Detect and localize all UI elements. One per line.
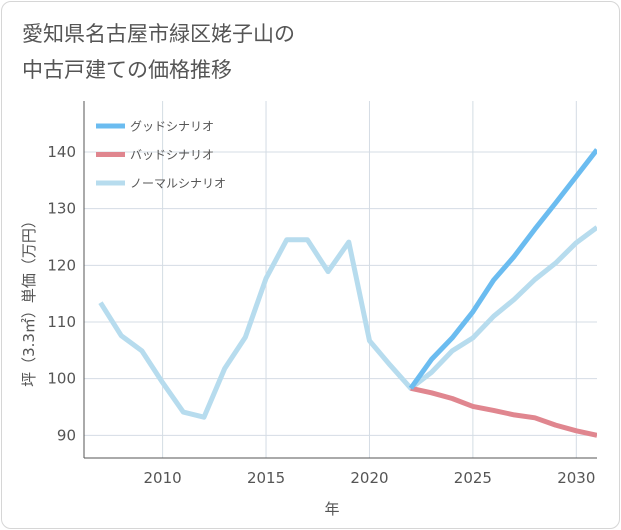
x-axis-label: 年	[324, 500, 339, 518]
x-tick-label: 2030	[557, 469, 595, 487]
x-tick-label: 2025	[454, 469, 492, 487]
chart-title-line-1: 愛知県名古屋市緑区姥子山の	[22, 22, 295, 46]
grid-lines	[84, 101, 597, 458]
legend-label: ノーマルシナリオ	[130, 177, 226, 191]
y-tick-label: 130	[47, 200, 76, 218]
plot-area	[84, 101, 597, 458]
legend-good-scenario: グッドシナリオ	[96, 120, 214, 134]
y-tick-label: 140	[47, 143, 76, 161]
y-tick-label: 120	[47, 256, 76, 274]
legend-bad-scenario: バッドシナリオ	[96, 148, 214, 162]
y-tick-label: 110	[47, 313, 76, 331]
axes: 2010 2015 2020 2025 2030 90 100 110 120 130 140	[47, 101, 597, 487]
chart-title: 愛知県名古屋市緑区姥子山の 中古戸建ての価格推移	[22, 16, 295, 88]
x-tick-label: 2015	[247, 469, 285, 487]
x-tick-label: 2010	[144, 469, 182, 487]
series-lines	[98, 148, 597, 438]
y-tick-label: 90	[57, 426, 76, 444]
x-tick-label: 2020	[350, 469, 388, 487]
normal-scenario-line	[98, 225, 597, 420]
legend-label: グッドシナリオ	[130, 120, 214, 134]
y-tick-label: 100	[47, 370, 76, 388]
y-axis-label: 坪（3.3㎡）単価（万円）	[20, 213, 38, 387]
chart-title-line-2: 中古戸建ての価格推移	[22, 58, 232, 82]
legend-normal-scenario: ノーマルシナリオ	[96, 177, 226, 191]
bad-scenario-line	[410, 385, 597, 438]
legend-label: バッドシナリオ	[130, 148, 214, 162]
good-scenario-line	[408, 148, 597, 390]
